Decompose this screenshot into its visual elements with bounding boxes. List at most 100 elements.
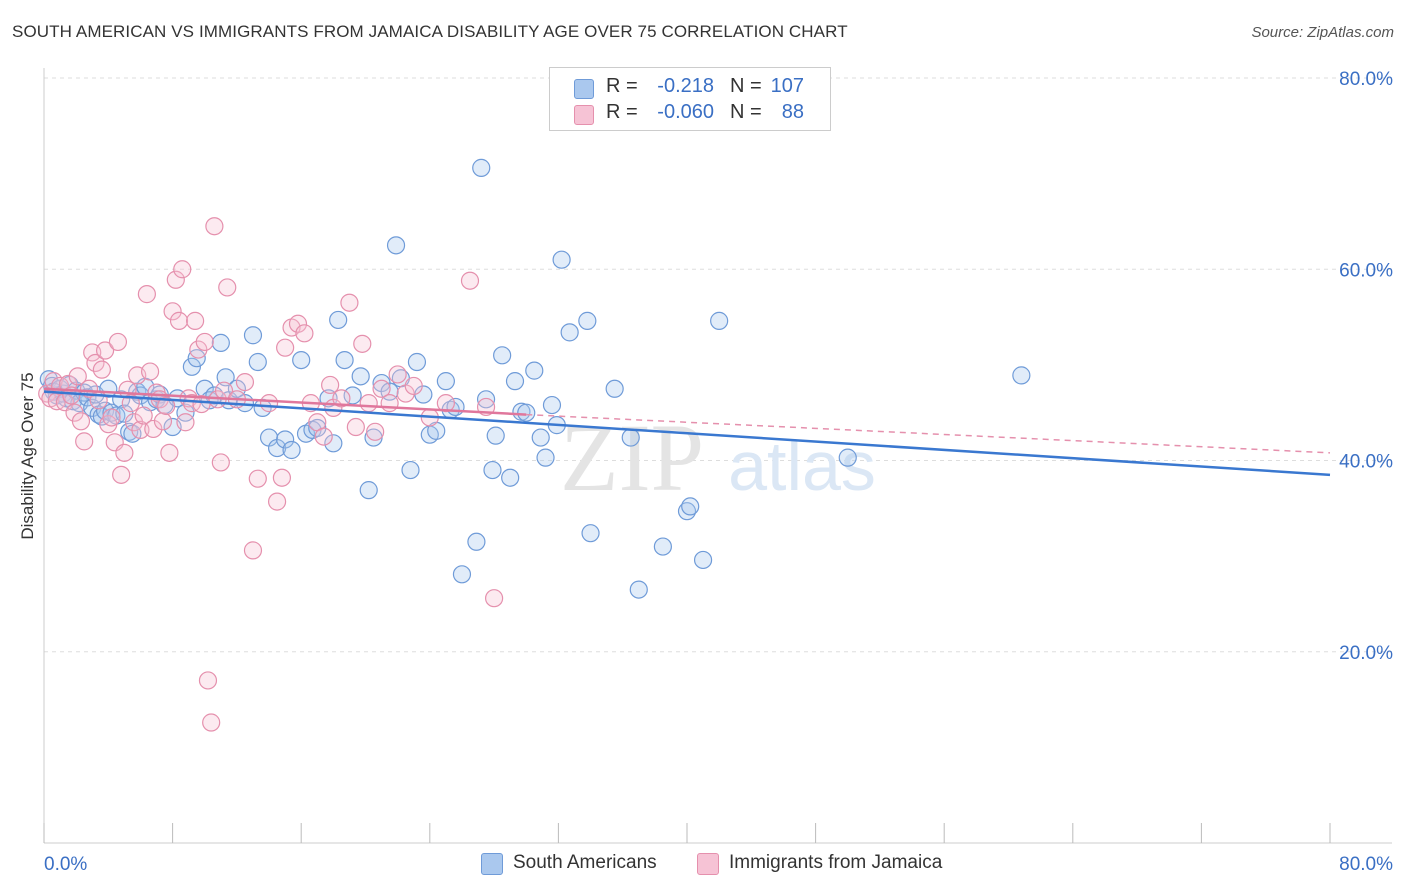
point-jamaica — [92, 360, 111, 379]
point-jamaica — [186, 311, 205, 330]
legend-n-label: N = — [730, 101, 762, 123]
point-south-american — [536, 448, 555, 467]
trend-line-jamaica — [43, 387, 527, 416]
point-jamaica — [321, 375, 340, 395]
point-jamaica — [112, 465, 131, 484]
point-jamaica — [205, 217, 224, 236]
point-south-american — [282, 440, 301, 460]
legend-row-south-americans: R = -0.218 N = 107 — [550, 75, 830, 101]
point-jamaica — [102, 408, 121, 427]
point-jamaica — [176, 413, 195, 432]
trend-line-jamaica-extension — [526, 413, 1331, 454]
point-jamaica — [153, 412, 173, 431]
point-jamaica — [157, 396, 176, 416]
legend-r-value: -0.218 — [657, 75, 714, 97]
legend-r-label: R = — [606, 75, 638, 97]
x-tick-label: 0.0% — [44, 854, 87, 875]
point-south-american — [505, 372, 525, 391]
point-south-american — [710, 311, 729, 330]
point-jamaica — [359, 394, 378, 413]
point-jamaica — [404, 376, 423, 396]
point-jamaica — [68, 367, 87, 386]
point-south-american — [351, 367, 370, 386]
point-south-american — [407, 352, 427, 372]
watermark-atlas: atlas — [728, 427, 876, 505]
point-jamaica — [460, 271, 480, 290]
point-jamaica — [115, 443, 134, 462]
point-south-american — [102, 403, 121, 422]
point-south-american — [243, 326, 263, 345]
legend-row-jamaica: R = -0.060 N = 88 — [550, 101, 830, 127]
point-south-american — [452, 565, 472, 584]
point-south-american — [531, 428, 550, 447]
point-south-american — [343, 386, 362, 405]
point-south-american — [329, 310, 348, 330]
point-south-american — [276, 430, 295, 449]
point-south-american — [525, 361, 544, 380]
x-tick-label: 80.0% — [1339, 854, 1393, 875]
point-south-american — [324, 434, 343, 453]
point-jamaica — [288, 314, 308, 333]
point-south-american — [182, 357, 201, 376]
point-jamaica — [346, 417, 365, 437]
point-jamaica — [380, 394, 399, 413]
point-jamaica — [137, 285, 156, 304]
point-south-american — [359, 481, 378, 500]
point-south-american — [838, 448, 857, 467]
point-jamaica — [71, 412, 91, 431]
point-jamaica — [140, 362, 160, 381]
y-tick-label: 60.0% — [1339, 260, 1393, 281]
point-south-american — [472, 158, 491, 177]
point-jamaica — [436, 394, 455, 413]
point-jamaica — [144, 419, 163, 439]
legend-r-label: R = — [606, 101, 638, 123]
point-south-american — [1012, 366, 1031, 385]
point-south-american — [436, 372, 455, 391]
bottom-legend-label: Immigrants from Jamaica — [729, 852, 943, 873]
point-jamaica — [163, 302, 182, 321]
point-south-american — [605, 379, 624, 398]
point-south-american — [176, 403, 195, 422]
point-south-american — [112, 390, 131, 409]
point-south-american — [560, 323, 579, 342]
point-south-american — [335, 350, 354, 370]
point-south-american — [629, 580, 648, 599]
point-jamaica — [340, 293, 359, 312]
point-south-american — [248, 352, 267, 372]
point-jamaica — [235, 372, 255, 392]
point-south-american — [292, 350, 311, 370]
point-south-american — [401, 460, 420, 480]
data-points — [38, 158, 1031, 732]
point-jamaica — [134, 406, 153, 425]
point-south-american — [578, 311, 597, 330]
point-south-american — [693, 550, 713, 570]
point-jamaica — [202, 713, 221, 732]
point-jamaica — [259, 394, 279, 413]
trend-line-south-americans — [43, 390, 1331, 477]
point-jamaica — [218, 278, 237, 297]
point-south-american — [493, 346, 512, 365]
point-south-american — [211, 333, 230, 352]
point-south-american — [542, 395, 562, 415]
gridlines — [44, 77, 1392, 653]
point-jamaica — [166, 270, 185, 289]
source-label: Source: ZipAtlas.com — [1251, 24, 1394, 41]
correlation-legend: R = -0.218 N = 107 R = -0.060 N = 88 — [549, 67, 831, 131]
point-jamaica — [276, 338, 295, 357]
point-jamaica — [366, 422, 385, 441]
point-jamaica — [75, 432, 94, 451]
point-south-american — [476, 390, 496, 409]
point-jamaica — [243, 541, 263, 560]
point-jamaica — [182, 394, 201, 413]
point-jamaica — [169, 311, 189, 330]
trend-lines — [43, 387, 1331, 477]
point-south-american — [467, 532, 486, 551]
point-south-american — [483, 460, 502, 480]
point-south-american — [517, 403, 536, 422]
point-jamaica — [195, 332, 214, 352]
y-tick-label: 80.0% — [1339, 69, 1393, 90]
point-jamaica — [372, 379, 391, 398]
point-south-american — [681, 497, 700, 516]
point-jamaica — [485, 589, 504, 608]
